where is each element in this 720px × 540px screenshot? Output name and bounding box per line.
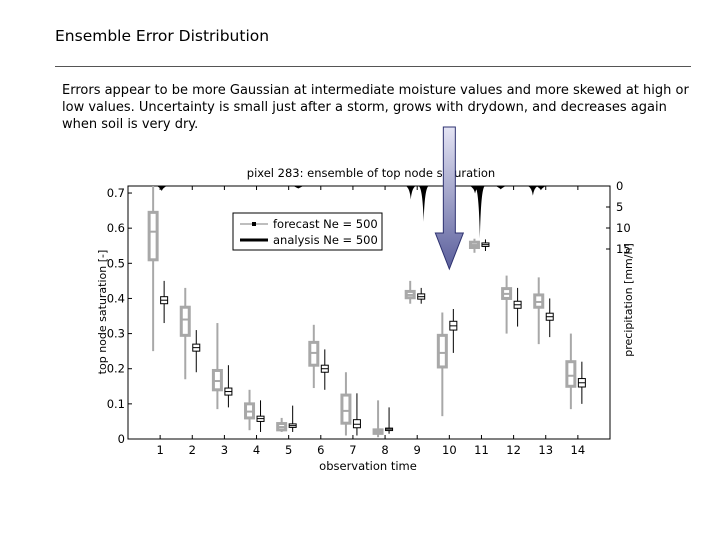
analysis-box: [288, 405, 297, 432]
body-text: Errors appear to be more Gaussian at int…: [62, 83, 689, 132]
x-tick-label: 10: [442, 443, 457, 457]
x-tick-label: 6: [317, 443, 324, 457]
y-tick-label: 0: [118, 432, 125, 446]
analysis-box: [417, 287, 426, 304]
precipitation-spike: [535, 186, 546, 191]
y2-tick-label: 10: [616, 221, 631, 235]
analysis-box: [320, 349, 329, 390]
precipitation-spike: [405, 186, 416, 200]
slide-title: Ensemble Error Distribution: [55, 27, 270, 45]
x-tick-label: 3: [221, 443, 228, 457]
y2-axis-label: precipitation [mm/h]: [622, 243, 635, 357]
analysis-box: [352, 393, 361, 436]
forecast-box: [565, 333, 577, 410]
analysis-box: [256, 400, 265, 432]
analysis-box-iqr: [352, 419, 361, 429]
forecast-box: [404, 280, 416, 304]
y-tick-label: 0.3: [107, 327, 125, 341]
analysis-box: [513, 287, 522, 327]
legend-label-analysis: analysis Ne = 500: [273, 233, 378, 247]
forecast-box: [436, 312, 448, 417]
forecast-box: [211, 323, 223, 410]
analysis-box: [545, 298, 554, 338]
legend: forecast Ne = 500 analysis Ne = 500: [232, 212, 383, 251]
y-tick-label: 0.1: [107, 397, 125, 411]
forecast-box: [179, 287, 191, 380]
precipitation-spike: [474, 186, 485, 239]
forecast-box: [147, 186, 159, 352]
precipitation-layer: [156, 186, 546, 239]
plot-frame: [127, 185, 611, 440]
forecast-box-iqr: [565, 360, 577, 388]
y2-tick-label: 5: [616, 200, 623, 214]
analysis-box: [481, 239, 490, 252]
x-tick-label: 7: [349, 443, 356, 457]
x-tick-label: 8: [381, 443, 388, 457]
chart-title: pixel 283: ensemble of top node saturati…: [247, 166, 495, 180]
y-tick-label: 0.6: [107, 221, 125, 235]
x-axis-label: observation time: [319, 459, 417, 473]
y-tick-label: 0.5: [107, 256, 125, 270]
forecast-box: [340, 372, 352, 436]
x-tick-label: 12: [506, 443, 521, 457]
precipitation-spike: [293, 186, 304, 189]
forecast-box: [468, 238, 480, 253]
precipitation-spike: [527, 186, 538, 196]
forecast-box-iqr: [179, 305, 191, 337]
analysis-box: [577, 361, 586, 404]
y2-tick-label: 15: [616, 242, 631, 256]
forecast-box-iqr: [436, 333, 448, 369]
boxplots: [147, 186, 586, 438]
analysis-box: [160, 280, 169, 324]
x-tick-label: 4: [253, 443, 260, 457]
forecast-box: [372, 400, 384, 438]
y-tick-label: 0.4: [107, 291, 125, 305]
title-divider: [55, 66, 691, 67]
forecast-box: [501, 275, 513, 334]
precipitation-spike: [495, 186, 506, 190]
y-tick-label: 0.2: [107, 362, 125, 376]
down-arrow-annotation: [434, 126, 465, 271]
axis-ticks: 1 2 3 4 5 6 7 8 9 10 11 12 13 1400.10.20.30.40.50.60.…: [107, 179, 631, 457]
x-tick-label: 14: [571, 443, 586, 457]
x-tick-label: 9: [414, 443, 421, 457]
x-tick-label: 11: [474, 443, 489, 457]
precipitation-spike: [156, 186, 167, 192]
analysis-box: [192, 330, 201, 373]
legend-marker-forecast: [252, 222, 256, 226]
legend-frame: [232, 212, 383, 251]
x-tick-label: 5: [285, 443, 292, 457]
forecast-box-iqr: [340, 393, 352, 425]
y-axis-label: top node saturation [-]: [96, 250, 109, 375]
analysis-box: [224, 365, 233, 408]
x-tick-label: 2: [189, 443, 196, 457]
analysis-box: [385, 407, 394, 434]
forecast-box-iqr: [147, 210, 159, 262]
legend-label-forecast: forecast Ne = 500: [273, 217, 378, 231]
precipitation-spike: [418, 186, 429, 222]
y2-tick-label: 0: [616, 179, 623, 193]
y-tick-label: 0.7: [107, 186, 125, 200]
x-tick-label: 1: [156, 443, 163, 457]
x-tick-label: 13: [538, 443, 553, 457]
forecast-box: [244, 389, 256, 431]
forecast-box: [533, 277, 545, 345]
analysis-box: [449, 308, 458, 353]
forecast-box: [308, 324, 320, 389]
forecast-box: [276, 417, 288, 432]
